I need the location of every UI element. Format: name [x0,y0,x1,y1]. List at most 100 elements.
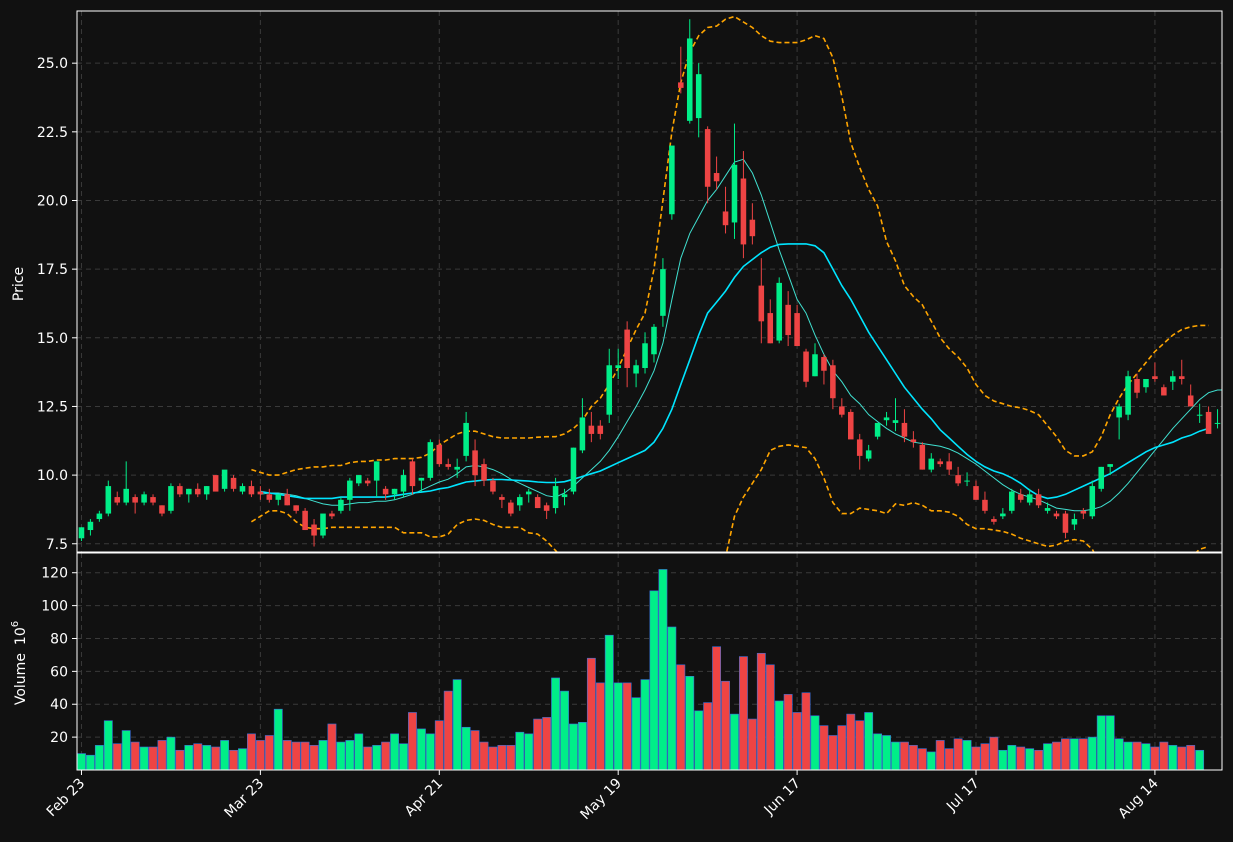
volume-bar [891,741,900,770]
price-tick-label: 22.5 [37,125,68,141]
volume-bar [935,740,945,770]
candle-body-up [669,145,675,215]
candle-body-down [293,505,299,511]
candle-body-up [561,494,568,498]
candle-body-down [749,219,756,237]
price-axis-label: Price [11,267,27,301]
candlesticks [78,19,1221,547]
candle-body-down [1178,376,1185,379]
candle-body-up [427,442,434,478]
candle-body-down [499,497,505,500]
volume-bar [273,708,283,770]
candle-body-down [230,477,237,489]
candle-body-down [910,439,917,443]
candle-body-down [955,475,961,484]
volume-bar [730,713,739,770]
volume-bar [622,682,632,770]
candle-body-down [991,519,997,522]
candle-body-down [472,450,478,476]
volume-bar [604,634,614,770]
candle-body-up [928,458,935,470]
volume-bar [1069,738,1079,770]
candle-body-down [248,486,255,495]
volume-bar [694,710,704,770]
volume-bar [470,730,480,770]
price-tick-label: 17.5 [37,262,68,278]
candle-body-up [347,480,353,500]
price-panel: 7.5 10.0 12.5 15.0 17.5 20.0 22.5 25.0 Price [11,10,1223,553]
candle-body-down [132,497,138,503]
volume-bar [121,730,131,770]
volume-bar [416,728,426,770]
volume-bar [255,740,265,770]
candle-body-up [463,422,469,456]
candle-body-down [678,82,684,88]
candle-body-up [1125,376,1131,415]
candle-body-down [1017,494,1024,500]
volume-bar [774,700,784,770]
volume-bar [175,749,185,770]
candle-body-up [1143,378,1149,388]
candle-body-down [114,497,121,503]
volume-bar [631,697,641,770]
volume-bar [506,745,516,770]
volume-bar [112,743,122,770]
candle-body-up [418,477,425,481]
candle-body-down [490,480,496,492]
candle-body-up [186,488,192,495]
candle-body-up [525,491,532,495]
candle-body-up [168,486,174,511]
volume-tick-label: 100 [41,599,68,615]
price-grid [77,11,1222,552]
candle-body-down [329,513,335,517]
volume-bar [703,702,713,770]
candle-body-up [1089,486,1096,517]
volume-bar [667,626,677,770]
volume-bar [586,657,596,770]
volume-bar [497,745,507,770]
volume-bar [792,712,802,770]
candle-body-down [704,129,711,187]
volume-bar [980,743,990,770]
volume-bar [649,590,659,770]
volume-bar [560,690,569,770]
candle-body-down [177,486,183,495]
candle-body-up [731,164,738,223]
candle-body-down [481,464,487,481]
candle-body-up [695,74,702,119]
candle-body-up [606,365,613,415]
candle-body-up [320,513,326,536]
volume-bar [130,741,140,770]
candle-body-up [1009,491,1015,511]
candle-body-up [1196,414,1203,416]
candle-body-down [1205,411,1212,434]
candle-body-down [919,444,926,470]
volume-bar [264,735,274,770]
candle-body-up [651,326,657,355]
candle-body-up [1170,376,1176,382]
volume-bar [309,745,319,770]
volume-bar [524,733,534,770]
volume-bar [1177,746,1187,770]
candle-body-down [856,439,863,456]
volume-bar [390,733,399,770]
candle-body-down [1134,378,1140,393]
volume-bar [1052,741,1061,770]
volume-bar [1034,749,1044,770]
candle-body-up [776,282,782,341]
candle-body-up [454,466,460,470]
volume-bar [381,741,391,770]
price-tick-label: 10.0 [37,468,68,484]
candle-body-up [356,475,362,484]
candle-body-up [660,269,666,316]
candle-body-down [159,505,165,514]
candle-body-down [973,486,979,500]
candle-body-down [436,444,443,465]
candle-body-down [311,524,317,536]
volume-axis-label: Volume 106 [10,621,29,705]
candle-body-down [624,329,630,369]
candle-body-down [150,497,156,503]
candle-body-down [445,464,452,467]
volume-bar [1087,736,1097,770]
volume-bar [917,748,927,770]
